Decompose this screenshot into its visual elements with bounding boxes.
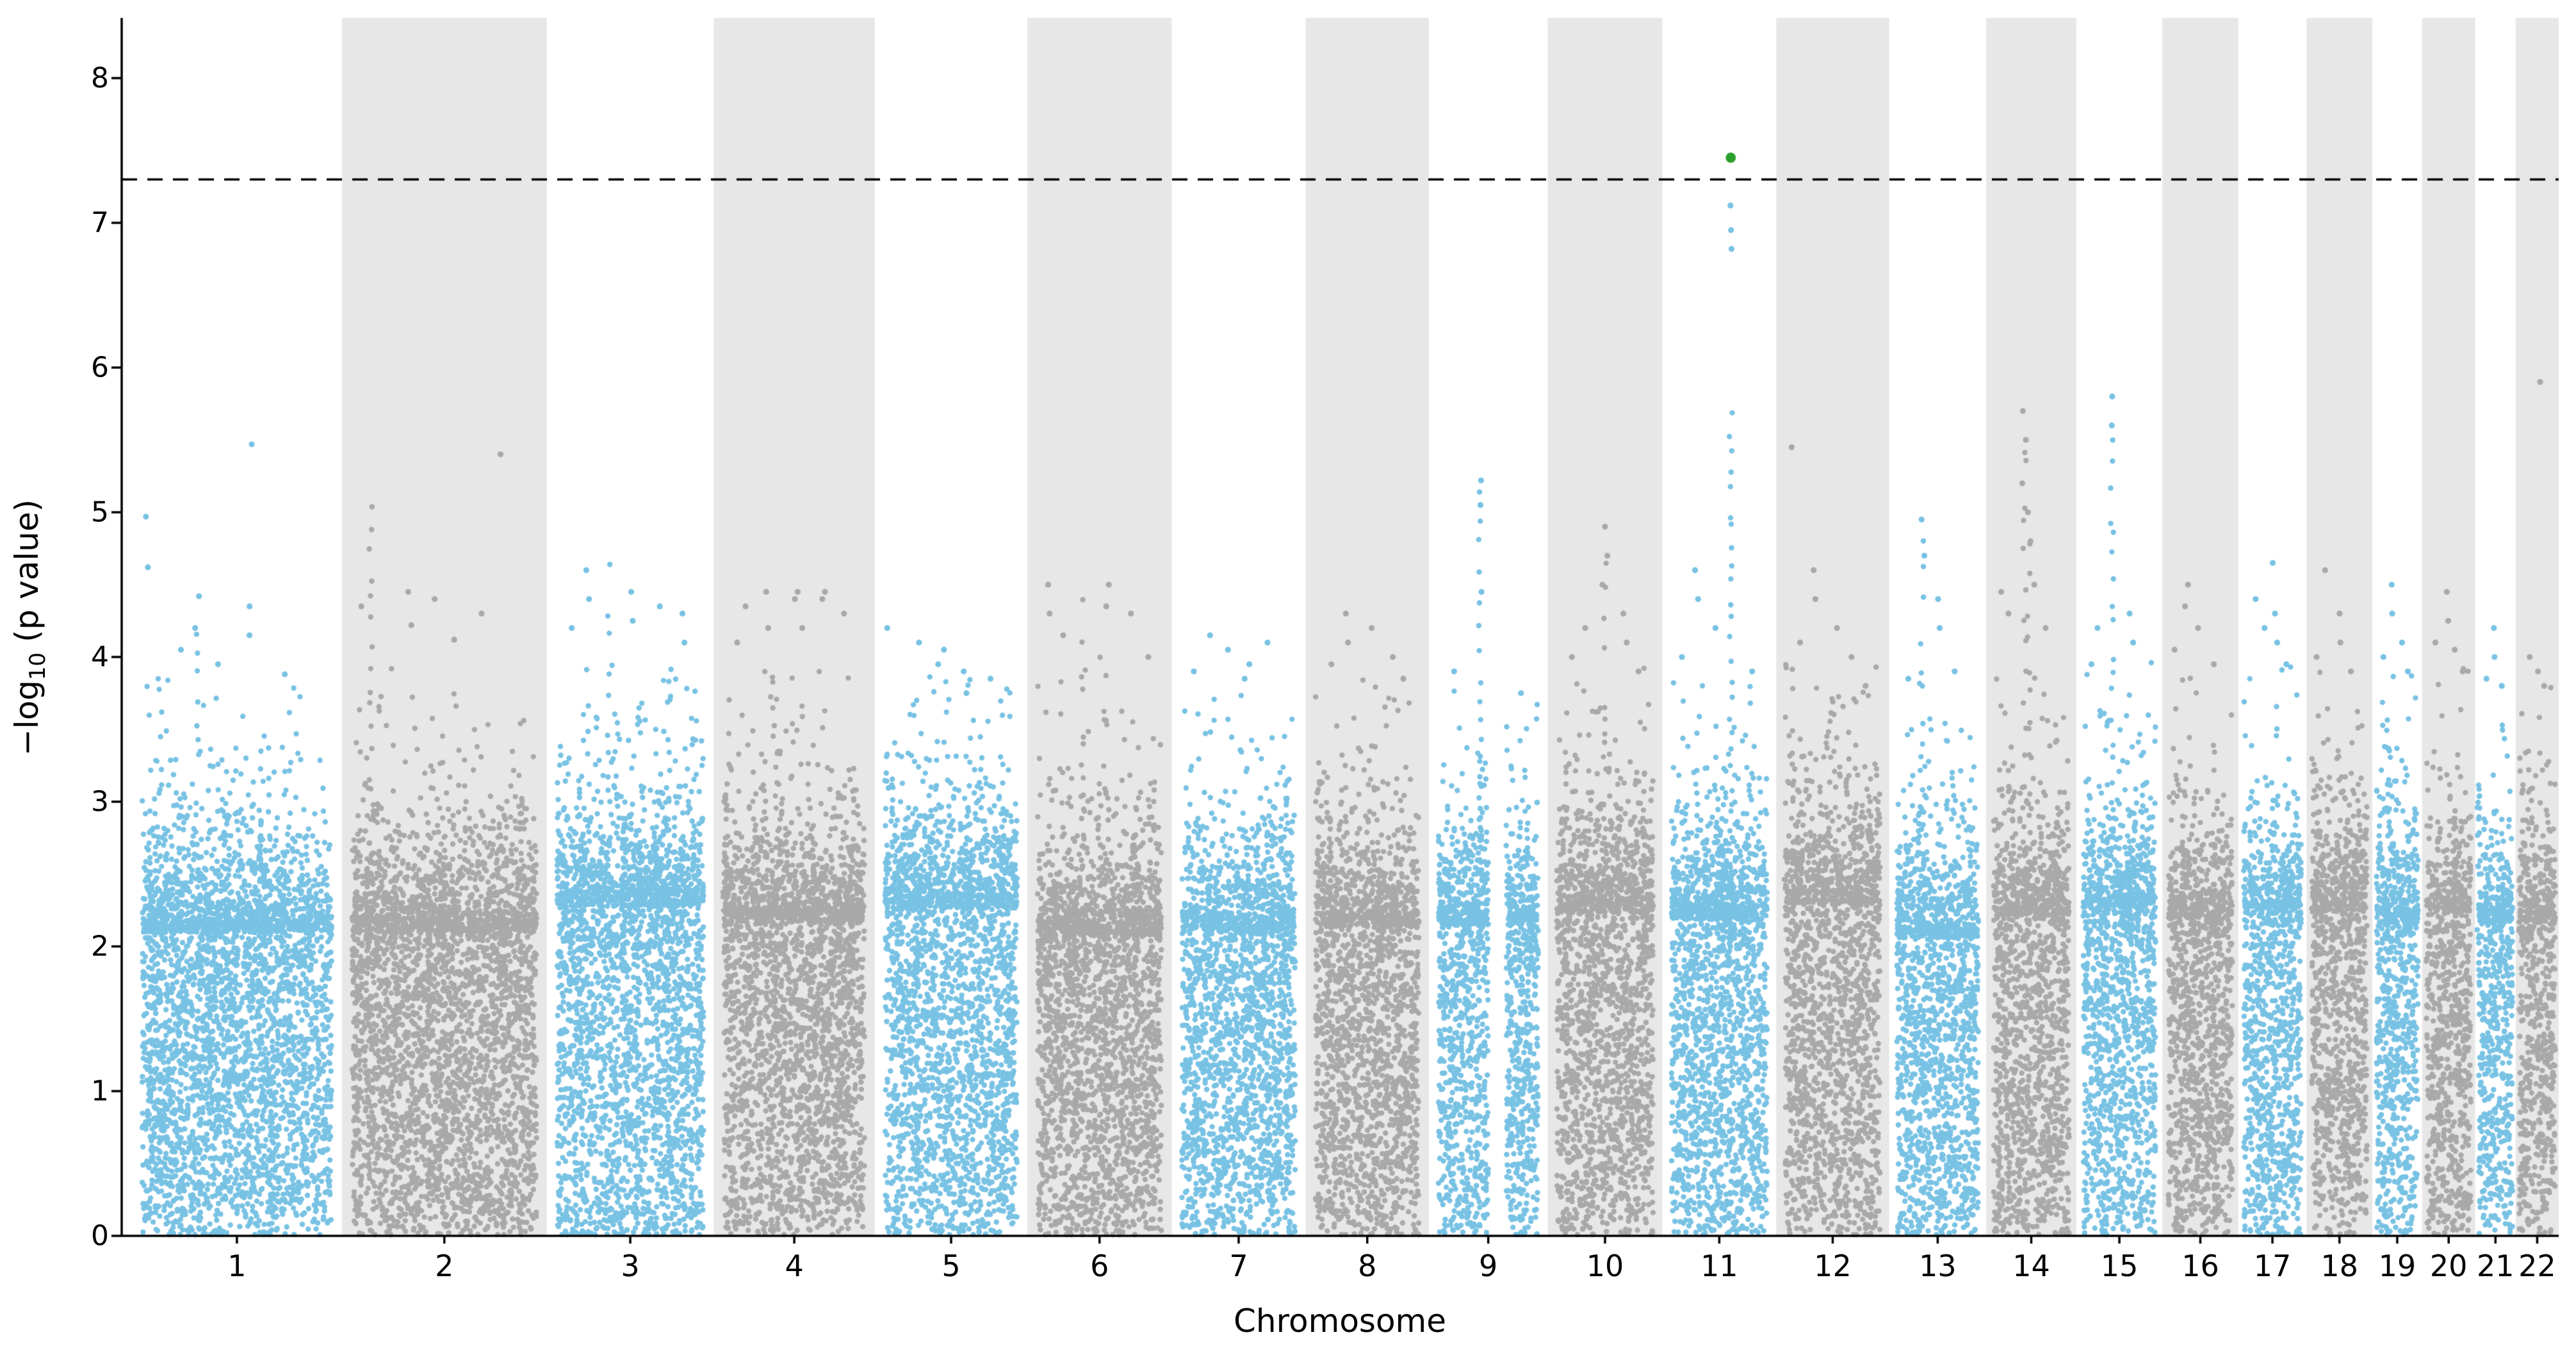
y-tick-label: 7 — [91, 206, 109, 239]
y-tick-label: 8 — [91, 61, 109, 95]
x-tick-label-chromosome-17: 17 — [2253, 1249, 2292, 1283]
x-tick-label-chromosome-8: 8 — [1358, 1249, 1377, 1283]
x-tick-label-chromosome-7: 7 — [1229, 1249, 1248, 1283]
y-tick-label: 3 — [91, 785, 109, 818]
x-tick-label-chromosome-19: 19 — [2378, 1249, 2417, 1283]
x-tick-label-chromosome-11: 11 — [1700, 1249, 1738, 1283]
x-tick-label-chromosome-15: 15 — [2100, 1249, 2139, 1283]
x-tick-label-chromosome-13: 13 — [1919, 1249, 1957, 1283]
y-axis-title-prefix: −log — [8, 680, 45, 756]
x-tick-label-chromosome-16: 16 — [2181, 1249, 2219, 1283]
y-tick-label: 2 — [91, 930, 109, 963]
x-axis-title: Chromosome — [1233, 1302, 1447, 1340]
x-tick-label-chromosome-21: 21 — [2476, 1249, 2515, 1283]
x-tick-label-chromosome-1: 1 — [227, 1249, 247, 1283]
y-axis-title-subscript: 10 — [25, 652, 51, 681]
x-tick-label-chromosome-22: 22 — [2518, 1249, 2556, 1283]
y-axis-title-suffix: (p value) — [8, 499, 45, 653]
x-tick-label-chromosome-20: 20 — [2429, 1249, 2468, 1283]
x-tick-label-chromosome-2: 2 — [435, 1249, 454, 1283]
x-tick-label-chromosome-4: 4 — [785, 1249, 804, 1283]
x-tick-label-chromosome-18: 18 — [2320, 1249, 2358, 1283]
x-tick-label-chromosome-6: 6 — [1090, 1249, 1109, 1283]
y-tick-label: 1 — [91, 1074, 109, 1108]
x-tick-label-chromosome-10: 10 — [1586, 1249, 1624, 1283]
y-tick-label: 4 — [91, 640, 109, 674]
x-tick-label-chromosome-9: 9 — [1479, 1249, 1498, 1283]
y-tick-label: 6 — [91, 351, 109, 384]
y-axis-title: −log10 (p value) — [8, 499, 51, 756]
x-tick-label-chromosome-12: 12 — [1814, 1249, 1852, 1283]
x-tick-label-chromosome-3: 3 — [621, 1249, 640, 1283]
y-tick-label: 0 — [91, 1219, 109, 1253]
x-tick-label-chromosome-14: 14 — [2012, 1249, 2050, 1283]
x-tick-label-chromosome-5: 5 — [942, 1249, 961, 1283]
y-tick-label: 5 — [91, 496, 109, 529]
